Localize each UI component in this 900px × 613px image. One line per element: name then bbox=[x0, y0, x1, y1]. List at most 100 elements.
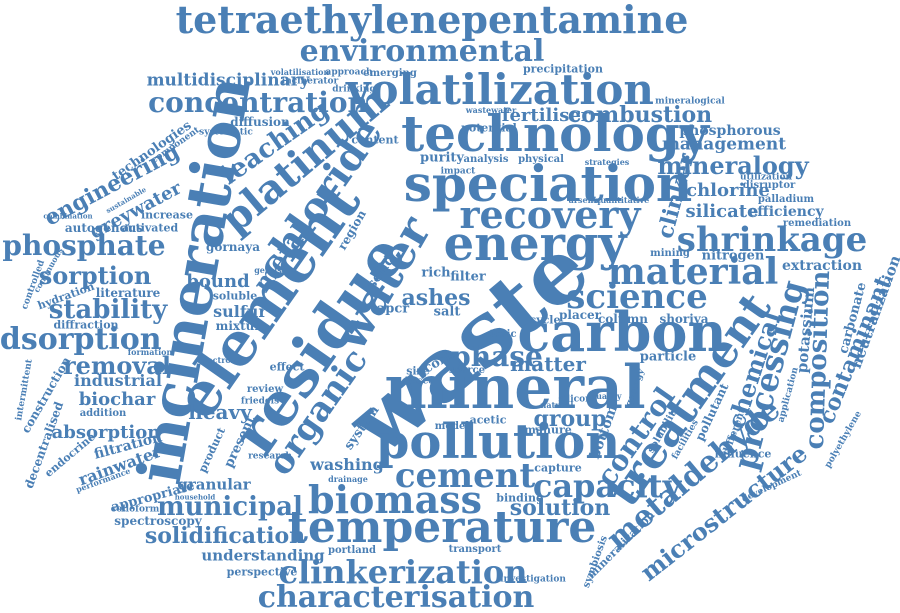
word-scarce: scarce bbox=[449, 365, 485, 376]
word-toxic: toxic bbox=[489, 329, 517, 340]
word-investigation: investigation bbox=[500, 574, 566, 585]
word-increase: increase bbox=[141, 208, 193, 222]
word-combination: combination bbox=[43, 211, 93, 221]
word-diffraction: diffraction bbox=[53, 318, 119, 332]
word-electron: electron bbox=[199, 355, 237, 365]
word-friedels: friedels bbox=[240, 396, 280, 407]
word-utilization: utilization bbox=[739, 172, 793, 183]
word-volatilisation: volatilisation bbox=[270, 67, 330, 77]
word-characterisation: characterisation bbox=[257, 580, 535, 613]
word-drinking: drinking bbox=[332, 84, 376, 95]
word-ashes: ashes bbox=[401, 285, 471, 311]
word-approach: approach bbox=[325, 67, 373, 78]
word-material: material bbox=[607, 251, 779, 293]
word-mineralogy: mineralogy bbox=[657, 151, 809, 180]
word-fertiliser: fertiliser bbox=[501, 105, 591, 126]
word-palladium: palladium bbox=[757, 194, 815, 205]
word-manure: manure bbox=[524, 423, 572, 437]
word-systematic: systematic bbox=[199, 127, 253, 138]
word-mixture: mixture bbox=[215, 319, 269, 333]
word-understanding: understanding bbox=[201, 546, 325, 565]
word-capture: capture bbox=[534, 461, 582, 475]
word-energy: energy bbox=[443, 216, 627, 272]
word-gornaya: gornaya bbox=[206, 240, 260, 254]
word-shoriya: shoriya bbox=[659, 312, 709, 326]
word-soluble: soluble bbox=[212, 289, 258, 303]
word-pollution: pollution bbox=[375, 414, 621, 470]
word-cycle: cycle bbox=[529, 313, 561, 327]
word-salt: salt bbox=[433, 304, 461, 320]
word-gerais: gerais bbox=[254, 265, 282, 275]
word-concentration: concentration bbox=[148, 86, 368, 119]
word-extraction: extraction bbox=[782, 258, 862, 274]
word-biomass: biomass bbox=[308, 477, 482, 522]
word-speciation: speciation bbox=[403, 154, 693, 213]
word-silicon: silicon bbox=[558, 394, 592, 405]
word-precipitation: precipitation bbox=[522, 62, 604, 76]
word-absorption: absorption bbox=[51, 422, 161, 443]
word-silicate: silicate bbox=[685, 201, 759, 222]
word-remediation: remediation bbox=[782, 218, 852, 229]
word-colloform: colloform bbox=[110, 504, 160, 515]
word-municipal: municipal bbox=[157, 492, 303, 522]
word-environmental: environmental bbox=[299, 34, 545, 69]
word-shrinkage: shrinkage bbox=[676, 220, 868, 260]
word-efficiency: efficiency bbox=[748, 204, 824, 220]
word-solidification: solidification bbox=[144, 523, 306, 549]
word-mining: mining bbox=[650, 248, 690, 259]
word-mineral: mineral bbox=[384, 353, 646, 423]
word-content: content bbox=[351, 133, 399, 147]
word-filter: filter bbox=[450, 269, 486, 285]
word-model: model bbox=[434, 421, 470, 432]
word-natural: natural bbox=[540, 400, 574, 410]
word-nitrogen: nitrogen bbox=[701, 248, 765, 264]
word-carbon: carbon bbox=[517, 300, 727, 364]
word-combustion: combustion bbox=[567, 102, 713, 128]
word-temperature: temperature bbox=[287, 502, 597, 553]
word-adsorption: adsorption bbox=[0, 322, 162, 357]
word-science: science bbox=[566, 277, 708, 317]
word-granular: granular bbox=[177, 475, 251, 494]
word-phase: phase bbox=[451, 340, 543, 373]
word-management: management bbox=[661, 134, 787, 155]
word-drainage: drainage bbox=[328, 474, 368, 484]
word-recovery: recovery bbox=[459, 192, 641, 237]
word-quality: quality bbox=[590, 391, 622, 401]
word-sulfur: sulfur bbox=[213, 302, 267, 321]
word-diffusion: diffusion bbox=[230, 115, 290, 129]
word-spectroscopy: spectroscopy bbox=[114, 514, 202, 528]
word-column: column bbox=[597, 312, 649, 326]
word-solution: solution bbox=[509, 495, 611, 521]
word-cement: cement bbox=[394, 456, 536, 496]
word-chlorine: chlorine bbox=[686, 180, 770, 201]
word-phosphorous: phosphorous bbox=[679, 123, 781, 139]
word-physical: physical bbox=[518, 154, 564, 165]
word-disruptor: disruptor bbox=[742, 180, 796, 191]
word-size: size bbox=[406, 364, 430, 378]
word-bound: bound bbox=[186, 271, 250, 292]
word-research: research bbox=[248, 451, 292, 462]
word-stability: stability bbox=[48, 295, 168, 325]
word-emerging: emerging bbox=[363, 68, 417, 79]
word-rich: rich bbox=[421, 265, 451, 281]
word-matter: matter bbox=[510, 352, 586, 376]
word-technology: technology bbox=[401, 104, 709, 163]
word-apcr: apcr bbox=[376, 301, 410, 317]
word-particle: particle bbox=[639, 349, 697, 365]
word-strategies: strategies bbox=[584, 157, 630, 167]
word-group: group bbox=[533, 406, 607, 432]
word-autogenous: autogenous bbox=[64, 221, 144, 235]
word-mineralogical: mineralogical bbox=[655, 96, 725, 107]
word-binding: binding bbox=[496, 491, 544, 505]
word-effect: effect bbox=[269, 360, 305, 374]
word-transport: transport bbox=[448, 544, 502, 555]
word-perspective: perspective bbox=[226, 565, 298, 579]
word-purity: purity bbox=[420, 150, 464, 166]
word-quantitative: quantitative bbox=[594, 195, 650, 205]
word-heavy: heavy bbox=[188, 400, 252, 424]
word-biochar: biochar bbox=[78, 389, 156, 410]
word-phosphate: phosphate bbox=[2, 229, 166, 262]
word-volatilization: volatilization bbox=[346, 65, 654, 114]
word-wastewater: wastewater bbox=[465, 105, 517, 115]
